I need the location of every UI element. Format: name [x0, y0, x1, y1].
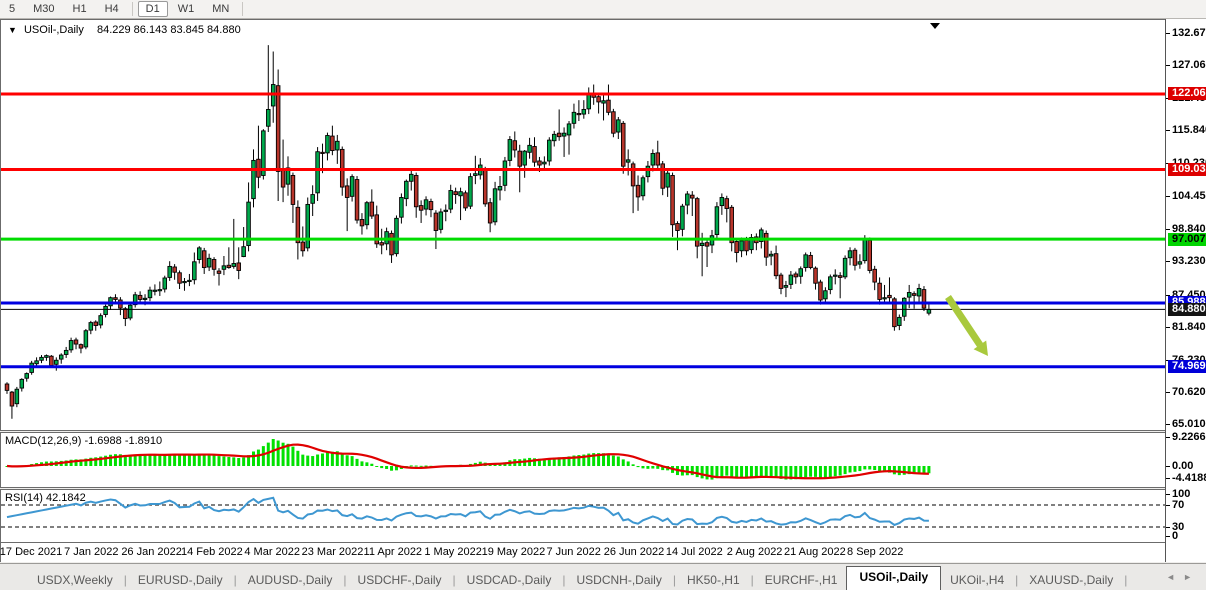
level-price-flag: 109.036: [1168, 162, 1206, 176]
rsi-label: RSI(14) 42.1842: [5, 492, 86, 504]
toolbar-divider: [242, 2, 244, 16]
date-tick-label: 23 Mar 2022: [301, 546, 364, 558]
tab-audusd-daily[interactable]: AUDUSD-,Daily: [247, 573, 333, 587]
rsi-panel: [0, 489, 1166, 543]
tab-separator: |: [672, 573, 676, 587]
current-price-flag: 84.880: [1168, 302, 1206, 316]
price-tick-label: 127.060: [1172, 59, 1206, 72]
symbol-dropdown-icon[interactable]: ▼: [8, 25, 17, 35]
tab-separator: |: [562, 573, 566, 587]
tab-separator: |: [452, 573, 456, 587]
axis-tick-mark: [1166, 437, 1170, 438]
axis-tick-mark: [1166, 65, 1170, 67]
price-tick-label: 65.010: [1172, 418, 1206, 431]
symbol-name: USOil-,Daily: [23, 24, 84, 36]
timeframe-button-5[interactable]: 5: [9, 3, 16, 15]
timeframe-button-mn[interactable]: MN: [212, 3, 230, 15]
axis-tick-mark: [1166, 392, 1170, 393]
date-tick-label: 14 Jul 2022: [665, 546, 723, 558]
tab-usdx-weekly[interactable]: USDX,Weekly: [37, 573, 113, 587]
date-tick-label: 21 Aug 2022: [783, 546, 846, 558]
axis-tick-mark: [1166, 294, 1170, 296]
level-price-flag: 97.007: [1168, 232, 1206, 246]
tab-eurusd-daily[interactable]: EURUSD-,Daily: [137, 573, 223, 587]
tab-separator: |: [1124, 573, 1128, 587]
macd-panel: [0, 432, 1166, 488]
timeframe-button-h4[interactable]: H4: [104, 3, 119, 15]
price-tick-label: 81.840: [1172, 321, 1206, 333]
tab-separator: |: [750, 573, 754, 587]
axis-tick-mark: [1166, 466, 1170, 467]
axis-tick-mark: [1166, 130, 1170, 132]
tab-separator: |: [1015, 573, 1019, 587]
tab-usdchf-daily[interactable]: USDCHF-,Daily: [357, 573, 442, 587]
axis-tick-mark: [1166, 196, 1170, 198]
rsi-axis-label: 0: [1172, 530, 1179, 542]
date-tick-label: 26 Jan 2022: [121, 546, 182, 558]
date-tick-label: 8 Sep 2022: [847, 546, 904, 558]
macd-label: MACD(12,26,9) -1.6988 -1.8910: [5, 435, 163, 447]
tab-separator: |: [123, 573, 127, 587]
tab-xauusd-daily[interactable]: XAUUSD-,Daily: [1029, 573, 1114, 587]
axis-tick-mark: [1166, 536, 1170, 537]
timeframe-button-w1[interactable]: W1: [177, 3, 195, 15]
chart-tab-bar: USDX,Weekly | EURUSD-,Daily | AUDUSD-,Daily |…: [0, 563, 1206, 590]
price-tick-label: 132.670: [1172, 26, 1206, 39]
axis-tick-mark: [1166, 228, 1170, 230]
tab-eurchf-h1[interactable]: EURCHF-,H1: [764, 573, 838, 587]
axis-tick-mark: [1166, 505, 1170, 506]
price-tick-label: 104.450: [1172, 190, 1206, 203]
price-tick-label: 93.230: [1172, 255, 1206, 268]
rsi-axis-label: 70: [1172, 499, 1185, 511]
axis-tick-mark: [1166, 32, 1170, 34]
date-tick-label: 7 Jan 2022: [64, 546, 119, 558]
toolbar-divider: [131, 2, 133, 16]
axis-tick-mark: [1166, 424, 1170, 426]
axis-tick-mark: [1166, 478, 1170, 479]
axis-tick-mark: [1166, 527, 1170, 528]
tab-usdcnh-daily[interactable]: USDCNH-,Daily: [576, 573, 662, 587]
date-tick-label: 4 Mar 2022: [244, 546, 301, 558]
date-tick-label: 17 Dec 2021: [0, 546, 63, 558]
tab-separator: |: [233, 573, 237, 587]
chart-title: ▼ USOil-,Daily 84.229 86.143 83.845 84.8…: [8, 24, 241, 36]
timeframe-button-d1[interactable]: D1: [137, 1, 168, 17]
rsi-axis-label: 100: [1172, 488, 1191, 500]
macd-axis-label: 0.00: [1172, 460, 1194, 472]
tab-scroll-right-icon[interactable]: ►: [1183, 572, 1200, 582]
date-tick-label: 19 May 2022: [481, 546, 546, 558]
date-tick-label: 14 Feb 2022: [181, 546, 243, 558]
price-tick-label: 98.840: [1172, 222, 1206, 235]
macd-axis-label: -4.4188: [1172, 472, 1206, 484]
tab-usoil-daily[interactable]: USOil-,Daily: [846, 566, 942, 590]
tab-scroll-left-icon[interactable]: ◄: [1166, 572, 1184, 582]
ohlc-values: 84.229 86.143 83.845 84.880: [96, 24, 241, 36]
axis-tick-mark: [1166, 359, 1170, 361]
axis-tick-mark: [1166, 327, 1170, 328]
timeframe-button-h1[interactable]: H1: [72, 3, 87, 15]
date-tick-label: 1 May 2022: [424, 546, 482, 558]
date-tick-label: 7 Jun 2022: [546, 546, 601, 558]
axis-tick-mark: [1166, 261, 1170, 263]
date-tick-label: 11 Apr 2022: [363, 546, 423, 558]
price-chart-panel: [0, 19, 1166, 431]
tab-ukoil-h4[interactable]: UKOil-,H4: [950, 573, 1005, 587]
price-tick-label: 70.620: [1172, 386, 1206, 398]
level-price-flag: 122.066: [1168, 87, 1206, 101]
rsi-axis-label: 30: [1172, 521, 1185, 533]
level-price-flag: 74.969: [1168, 360, 1206, 374]
axis-tick-mark: [1166, 494, 1170, 495]
date-axis: 17 Dec 2021 7 Jan 2022 26 Jan 2022 14 Feb 2…: [0, 543, 1166, 562]
timeframe-toolbar: 5 M30 H1 H4 D1 W1 MN: [0, 0, 1206, 19]
date-tick-label: 26 Jun 2022: [603, 546, 665, 558]
date-tick-label: 2 Aug 2022: [726, 546, 783, 558]
tab-separator: |: [343, 573, 347, 587]
macd-axis-label: 9.2266: [1172, 431, 1206, 443]
timeframe-button-m30[interactable]: M30: [33, 3, 55, 15]
price-tick-label: 115.840: [1172, 124, 1206, 137]
price-axis: 132.670127.060121.450115.840110.230104.4…: [1166, 19, 1206, 562]
tab-hk50-h1[interactable]: HK50-,H1: [686, 573, 740, 587]
tab-usdcad-daily[interactable]: USDCAD-,Daily: [466, 573, 552, 587]
